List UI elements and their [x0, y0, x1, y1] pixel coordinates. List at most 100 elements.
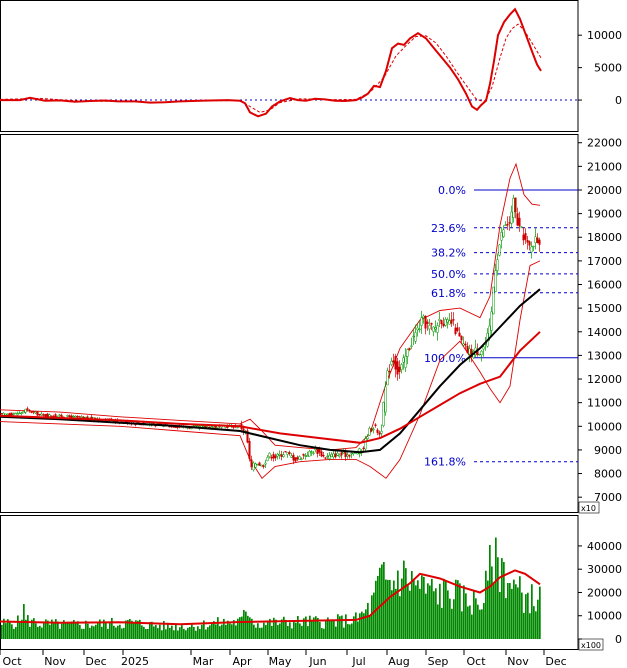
- volume-bar: [89, 627, 91, 639]
- volume-bar: [227, 620, 229, 639]
- volume-bar: [471, 614, 473, 639]
- volume-bar: [19, 622, 21, 639]
- price-candle-body: [330, 454, 333, 458]
- x-axis-label: Nov: [44, 655, 66, 668]
- price-moving-average-black: [0, 288, 541, 454]
- price-y-tick-label: 15000: [587, 302, 622, 315]
- volume-bar: [517, 587, 519, 639]
- price-candle-body: [274, 455, 277, 459]
- price-candle-body: [366, 436, 369, 439]
- volume-bar: [419, 588, 421, 639]
- price-candle-body: [490, 311, 493, 331]
- price-candle-body: [390, 360, 393, 365]
- volume-bar: [141, 625, 143, 639]
- x-axis-label: 2025: [121, 655, 149, 668]
- price-candle-body: [310, 451, 313, 453]
- price-candle-body: [280, 454, 283, 457]
- volume-bar: [49, 624, 51, 639]
- price-candle-body: [494, 270, 497, 292]
- volume-bar: [27, 615, 29, 639]
- price-candle-body: [260, 464, 263, 467]
- price-candle-body: [78, 416, 81, 418]
- volume-bar: [365, 609, 367, 639]
- price-candle-body: [204, 426, 207, 428]
- price-candle-body: [432, 326, 435, 333]
- volume-bar: [405, 568, 407, 639]
- volume-bar: [445, 581, 447, 639]
- volume-bar: [433, 591, 435, 639]
- volume-bar: [187, 627, 189, 639]
- volume-bar: [361, 611, 363, 639]
- price-y-tick-label: 16000: [587, 279, 622, 292]
- price-y-tick-label: 21000: [587, 160, 622, 173]
- volume-bar: [331, 619, 333, 639]
- price-candle-body: [420, 317, 423, 326]
- price-candle-body: [246, 430, 249, 443]
- volume-bar: [225, 624, 227, 639]
- price-candle-body: [282, 454, 285, 457]
- price-candle-body: [408, 347, 411, 350]
- volume-bar: [317, 618, 319, 639]
- fibonacci-level-label: 23.6%: [431, 222, 466, 235]
- price-candle-body: [66, 415, 69, 417]
- price-candle-body: [50, 415, 53, 417]
- volume-bar: [147, 628, 149, 639]
- volume-bar: [293, 620, 295, 639]
- volume-bar: [447, 590, 449, 639]
- volume-bar: [167, 622, 169, 639]
- volume-bar: [75, 622, 77, 639]
- volume-bar: [347, 624, 349, 639]
- price-candle-body: [36, 411, 39, 416]
- x-axis-label: May: [269, 655, 292, 668]
- volume-bar: [401, 578, 403, 639]
- volume-bar: [63, 620, 65, 639]
- volume-bar: [145, 628, 147, 639]
- price-y-tick-label: 12000: [587, 373, 622, 386]
- volume-bar: [163, 620, 165, 639]
- volume-bar: [29, 626, 31, 639]
- volume-bar: [283, 616, 285, 639]
- volume-bar: [451, 608, 453, 639]
- price-candle-body: [48, 414, 51, 417]
- volume-bar: [229, 623, 231, 639]
- volume-bar: [523, 612, 525, 639]
- volume-bar: [205, 629, 207, 639]
- price-candle-body: [24, 408, 27, 413]
- price-candle-body: [32, 411, 35, 413]
- volume-bar: [501, 558, 503, 639]
- volume-moving-average: [0, 569, 541, 626]
- price-candle-body: [292, 454, 295, 461]
- volume-bar: [103, 619, 105, 639]
- volume-bar: [37, 626, 39, 639]
- price-candle-body: [288, 452, 291, 455]
- volume-bar: [107, 628, 109, 639]
- volume-bar: [381, 564, 383, 639]
- volume-y-tick-label: 40000: [587, 540, 622, 553]
- volume-bar: [159, 624, 161, 639]
- price-candle-body: [512, 197, 515, 218]
- volume-bar: [161, 630, 163, 639]
- volume-bar: [273, 617, 275, 639]
- volume-bar: [17, 615, 19, 639]
- price-candle-body: [442, 323, 445, 327]
- volume-bar: [389, 579, 391, 639]
- volume-bar: [309, 615, 311, 639]
- volume-bar: [215, 624, 217, 639]
- volume-bar: [507, 583, 509, 639]
- volume-bar: [101, 626, 103, 639]
- volume-bar: [85, 620, 87, 639]
- volume-bar: [399, 596, 401, 639]
- volume-bar: [379, 567, 381, 639]
- price-candle-body: [196, 425, 199, 427]
- price-candle-body: [492, 286, 495, 315]
- price-candle-body: [380, 430, 383, 434]
- volume-bar: [3, 618, 5, 639]
- price-candle-body: [500, 232, 503, 241]
- price-candle-body: [368, 428, 371, 436]
- price-candle-body: [72, 415, 75, 418]
- price-candle-body: [0, 413, 3, 415]
- price-candle-body: [370, 428, 373, 432]
- volume-bar: [403, 560, 405, 639]
- fibonacci-level-label: 100.0%: [424, 352, 466, 365]
- price-candle-body: [34, 411, 37, 414]
